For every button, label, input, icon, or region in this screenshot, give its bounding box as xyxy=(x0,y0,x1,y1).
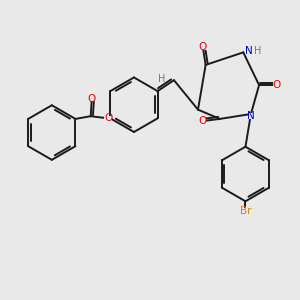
Bar xyxy=(254,49,261,54)
Text: N: N xyxy=(247,111,255,121)
Bar xyxy=(88,96,96,101)
Bar xyxy=(199,45,207,50)
Text: O: O xyxy=(104,113,112,123)
Text: N: N xyxy=(245,46,253,56)
Bar xyxy=(245,49,252,54)
Text: O: O xyxy=(198,116,206,126)
Bar xyxy=(158,76,165,82)
Text: O: O xyxy=(272,80,281,90)
Text: H: H xyxy=(254,46,261,56)
Bar xyxy=(199,118,206,124)
Text: H: H xyxy=(158,74,165,84)
Text: O: O xyxy=(88,94,96,104)
Text: Br: Br xyxy=(240,206,251,216)
Bar xyxy=(273,82,280,88)
Bar xyxy=(104,116,112,121)
Text: O: O xyxy=(199,43,207,52)
Bar xyxy=(248,113,254,119)
Bar xyxy=(239,208,251,214)
